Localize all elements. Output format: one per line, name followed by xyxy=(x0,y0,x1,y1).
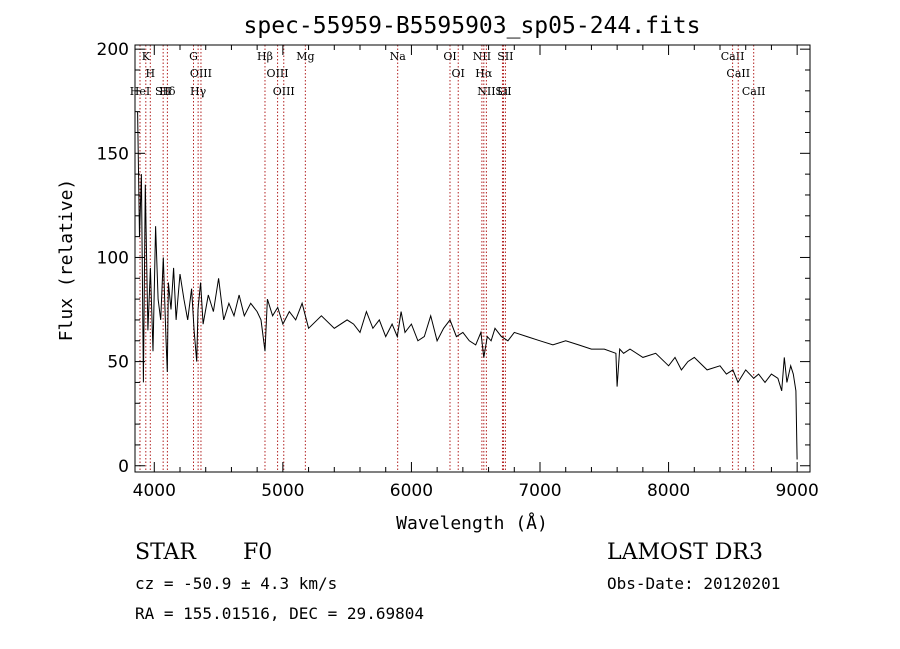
emission-line-label: Mg xyxy=(296,50,314,63)
y-tick-label: 0 xyxy=(118,457,129,477)
x-tick-label: 7000 xyxy=(518,481,561,501)
sky-coordinates: RA = 155.01516, DEC = 29.69804 xyxy=(135,604,424,623)
emission-line-label: Hγ xyxy=(190,85,207,98)
y-axis-label: Flux (relative) xyxy=(56,179,77,342)
emission-line-label: Hα xyxy=(475,67,493,80)
y-tick-label: 50 xyxy=(107,353,129,373)
emission-line-label: NII xyxy=(477,85,495,98)
x-tick-label: 4000 xyxy=(133,481,176,501)
x-tick-label: 9000 xyxy=(776,481,819,501)
chart-title: spec-55959-B5595903_sp05-244.fits xyxy=(244,13,701,39)
plot-area: KH HeI SII Hδ G OIII Hγ Hβ OIII OIII Mg Na OI OI NII Hα… xyxy=(97,40,819,501)
emission-line-label: OI xyxy=(443,50,456,63)
emission-line-label: Na xyxy=(390,50,407,63)
redshift-value: cz = -50.9 ± 4.3 km/s xyxy=(135,574,338,593)
emission-line-label: OIII xyxy=(190,67,212,80)
y-tick-label: 100 xyxy=(97,248,129,268)
emission-line-label: Hβ xyxy=(257,50,273,63)
object-class: STAR xyxy=(135,540,196,565)
y-tick-label: 150 xyxy=(97,144,129,164)
emission-line-label: CaII xyxy=(721,50,745,63)
survey-name: LAMOST DR3 xyxy=(607,540,763,565)
emission-line-label: HeI xyxy=(130,85,150,98)
x-axis-label: Wavelength (Å) xyxy=(396,512,548,534)
spectrum-series-line xyxy=(137,111,798,460)
emission-line-label: H xyxy=(146,67,156,80)
emission-line-label: SII xyxy=(495,85,511,98)
object-subclass: F0 xyxy=(243,540,273,565)
emission-line-label: SII xyxy=(497,50,513,63)
y-tick-label: 200 xyxy=(97,40,129,60)
x-tick-label: 5000 xyxy=(261,481,304,501)
emission-line-label: OIII xyxy=(273,85,295,98)
x-tick-label: 8000 xyxy=(647,481,690,501)
emission-line-label: OI xyxy=(452,67,465,80)
emission-line-label: Li xyxy=(497,85,508,98)
observation-date: Obs-Date: 20120201 xyxy=(607,574,781,593)
x-tick-label: 6000 xyxy=(390,481,433,501)
emission-line-label: K xyxy=(142,50,151,63)
emission-line-label: CaII xyxy=(742,85,766,98)
emission-line-label: CaII xyxy=(726,67,750,80)
emission-line-label: G xyxy=(189,50,198,63)
plot-frame xyxy=(134,44,811,473)
emission-line-label: NII xyxy=(473,50,491,63)
emission-line-label: Hδ xyxy=(159,85,176,98)
emission-line-label: OIII xyxy=(267,67,289,80)
